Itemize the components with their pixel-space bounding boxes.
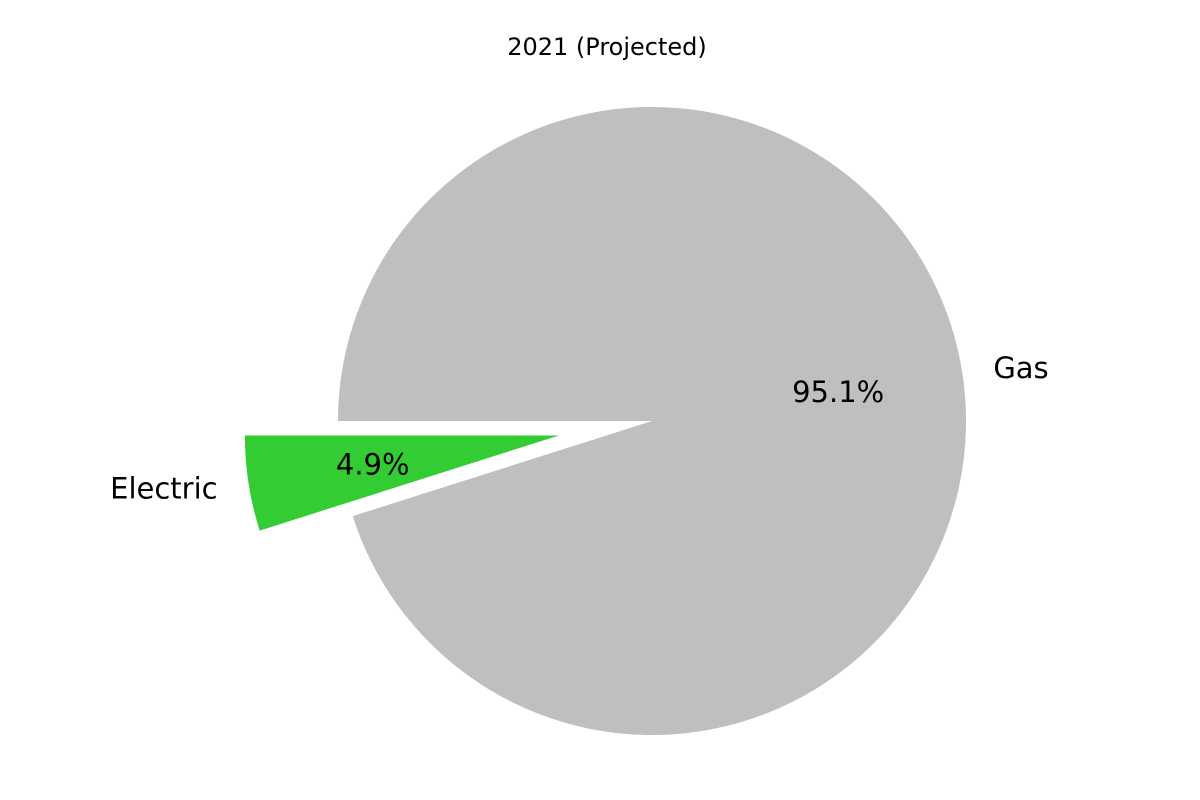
chart-title: 2021 (Projected) (507, 33, 707, 61)
pie-labels: Electric 4.9% Gas 95.1% (110, 351, 1049, 505)
slice-label-electric: Electric (110, 471, 217, 505)
pie-slice-gas (338, 106, 966, 736)
pie-slices (244, 106, 966, 736)
slice-label-gas: Gas (993, 351, 1048, 385)
pie-slice-electric (244, 435, 559, 531)
slice-percent-electric: 4.9% (336, 447, 410, 481)
slice-percent-gas: 95.1% (792, 375, 884, 409)
